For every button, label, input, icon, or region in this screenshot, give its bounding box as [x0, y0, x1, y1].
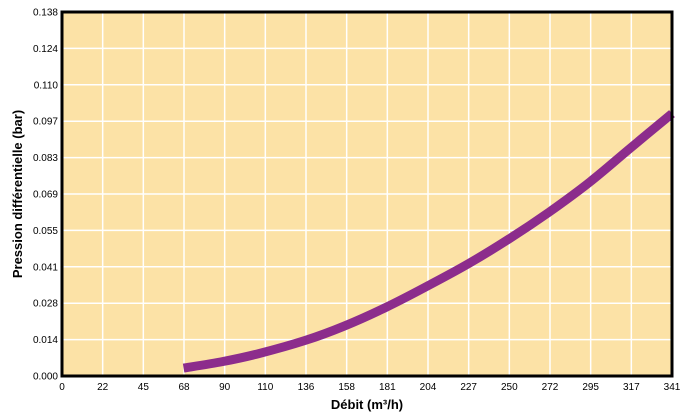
x-tick-label: 204 [420, 382, 437, 393]
x-tick-label: 68 [178, 382, 190, 393]
x-tick-label: 227 [460, 382, 477, 393]
x-axis-title: Débit (m³/h) [331, 397, 403, 412]
x-tick-label: 136 [298, 382, 315, 393]
x-tick-label: 317 [623, 382, 640, 393]
y-axis-title: Pression différentielle (bar) [10, 110, 25, 278]
x-tick-label: 295 [582, 382, 599, 393]
y-tick-label: 0.069 [33, 190, 58, 201]
x-tick-label: 22 [97, 382, 109, 393]
x-tick-label: 341 [664, 382, 681, 393]
y-tick-label: 0.110 [34, 80, 59, 91]
x-tick-labels: 0 22 45 68 90 110 136 158 181 204 227 250 272 295 317 3… [59, 382, 681, 393]
x-tick-label: 158 [338, 382, 355, 393]
y-tick-label: 0.138 [33, 8, 58, 19]
y-tick-label: 0.014 [33, 335, 58, 346]
x-tick-label: 90 [219, 382, 231, 393]
x-tick-label: 181 [379, 382, 396, 393]
y-tick-label: 0.124 [33, 44, 58, 55]
x-tick-label: 45 [138, 382, 150, 393]
y-tick-label: 0.083 [33, 153, 58, 164]
x-tick-label: 110 [257, 382, 273, 393]
data-series [182, 110, 675, 373]
x-tick-label: 0 [59, 382, 65, 393]
plot-frame [60, 10, 674, 378]
x-tick-label: 250 [501, 382, 518, 393]
series-line [182, 110, 675, 373]
x-tick-label: 272 [542, 382, 559, 393]
y-tick-label: 0.041 [33, 262, 58, 273]
y-tick-label: 0.028 [33, 299, 58, 310]
y-tick-labels: 0.000 0.014 0.028 0.041 0.055 0.069 0.083 0.097… [33, 8, 58, 383]
y-tick-label: 0.097 [33, 117, 58, 128]
y-tick-label: 0.000 [33, 372, 58, 383]
y-tick-label: 0.055 [33, 226, 58, 237]
